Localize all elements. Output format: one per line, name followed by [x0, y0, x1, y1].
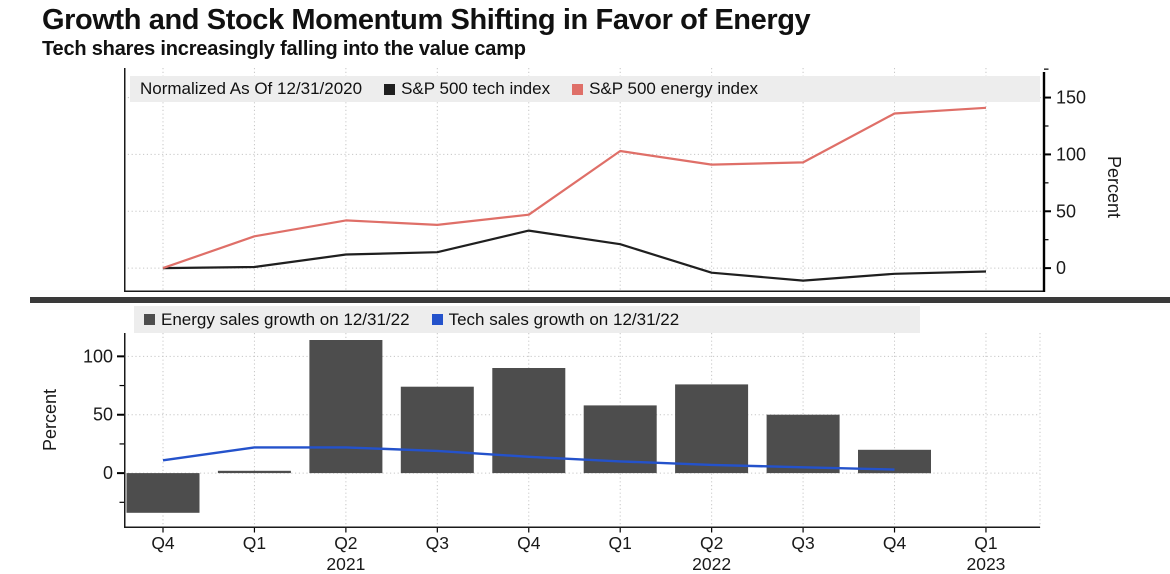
s-p-500-tech-index-line [162, 229, 987, 282]
x-tick-label: Q1 [609, 533, 632, 553]
page-title: Growth and Stock Momentum Shifting in Fa… [42, 4, 811, 36]
x-tick-label: Q4 [883, 533, 907, 553]
bottom-bar-chart: 0 50 100 Percent Q4 Q1 Q2 Q3 Q4 Q1 Q2 Q3 Q4 Q1 2021 202… [40, 333, 1041, 574]
page-subtitle: Tech shares increasingly falling into th… [42, 38, 526, 60]
x-tick-label: Q3 [791, 533, 814, 553]
energy-sales-bar [766, 414, 840, 474]
top-y-axis-title: Percent [1104, 156, 1124, 218]
legend-label-tech-index: S&P 500 tech index [401, 79, 551, 98]
energy-sales-bar [675, 384, 749, 474]
top-y-tick-label: 150 [1056, 88, 1086, 108]
legend-label-energy-sales: Energy sales growth on 12/31/22 [161, 309, 410, 329]
x-year-label: 2023 [966, 554, 1005, 574]
x-tick-label: Q2 [334, 533, 357, 553]
x-tick-label: Q1 [243, 533, 266, 553]
bottom-chart-legend: Energy sales growth on 12/31/22 Tech sal… [134, 306, 920, 333]
bottom-y-tick-label: 50 [93, 405, 113, 425]
x-tick-label: Q4 [151, 533, 175, 553]
top-y-tick-label: 0 [1056, 258, 1066, 278]
legend-item-tech-sales: Tech sales growth on 12/31/22 [431, 309, 680, 330]
legend-item-energy-sales: Energy sales growth on 12/31/22 [144, 310, 410, 330]
legend-item-tech-index: S&P 500 tech index [384, 79, 550, 99]
x-tick-label: Q1 [974, 533, 997, 553]
top-chart-legend: Normalized As Of 12/31/2020 S&P 500 tech… [130, 76, 1040, 102]
x-tick-label: Q2 [700, 533, 723, 553]
energy-sales-bar [309, 340, 383, 474]
energy-sales-bar [858, 449, 931, 474]
s-p-500-energy-index-line [162, 106, 987, 270]
normalized-note: Normalized As Of 12/31/2020 [140, 79, 363, 98]
energy-sales-bar [217, 470, 291, 474]
bottom-y-tick-label: 100 [83, 346, 113, 366]
tech-index-swatch-icon [384, 83, 396, 95]
panel-separator [30, 297, 1170, 303]
x-year-label: 2021 [326, 554, 365, 574]
tech-sales-growth-on-12-31-22-line [162, 446, 895, 471]
tech-sales-swatch-icon [431, 314, 443, 325]
energy-index-swatch-icon [572, 83, 584, 95]
energy-sales-swatch-icon [144, 314, 155, 325]
x-tick-label: Q4 [517, 533, 541, 553]
legend-label-tech-sales: Tech sales growth on 12/31/22 [448, 309, 680, 329]
legend-item-energy-index: S&P 500 energy index [572, 79, 758, 99]
bottom-y-tick-label: 0 [103, 463, 113, 483]
top-y-tick-label: 50 [1056, 201, 1076, 221]
x-tick-label: Q3 [426, 533, 449, 553]
energy-sales-bar [400, 386, 474, 474]
legend-label-energy-index: S&P 500 energy index [589, 79, 758, 98]
x-year-label: 2022 [692, 554, 731, 574]
energy-sales-bar [126, 473, 200, 513]
bottom-y-axis-title: Percent [40, 389, 60, 451]
top-y-tick-label: 100 [1056, 144, 1086, 164]
